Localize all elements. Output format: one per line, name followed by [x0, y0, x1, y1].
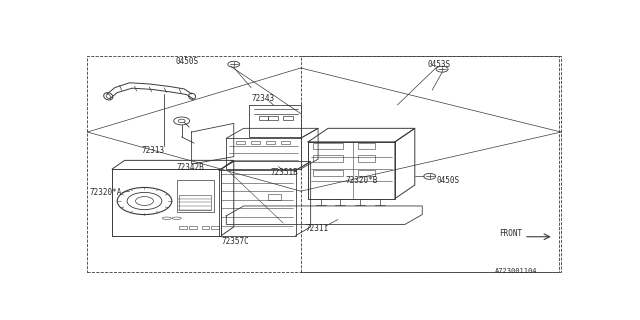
Text: 72320*B: 72320*B — [346, 176, 378, 185]
Bar — [266, 141, 275, 144]
Bar — [251, 141, 260, 144]
Bar — [211, 227, 219, 229]
Bar — [269, 194, 281, 200]
Text: FRONT: FRONT — [499, 228, 522, 237]
Text: 72357C: 72357C — [221, 237, 249, 246]
Text: 0453S: 0453S — [428, 60, 451, 69]
Text: 72351B: 72351B — [271, 168, 299, 177]
Bar — [313, 156, 343, 162]
Bar — [179, 227, 187, 229]
Bar — [88, 56, 561, 273]
Bar — [358, 143, 375, 149]
Bar — [269, 116, 278, 120]
Text: 0450S: 0450S — [436, 176, 460, 185]
Bar — [259, 116, 269, 120]
Text: A723001104: A723001104 — [495, 268, 538, 274]
Text: 72320*A: 72320*A — [90, 188, 122, 197]
Bar — [179, 195, 211, 210]
Bar — [284, 116, 293, 120]
Bar — [358, 170, 375, 176]
Bar — [177, 180, 214, 212]
Text: 72342B: 72342B — [177, 163, 204, 172]
Text: 72311: 72311 — [306, 224, 329, 233]
Bar — [202, 227, 209, 229]
Bar — [313, 170, 343, 176]
Bar — [236, 141, 245, 144]
Text: 72313: 72313 — [142, 146, 165, 155]
Text: 0450S: 0450S — [176, 57, 199, 66]
Bar — [281, 141, 290, 144]
Text: 72343: 72343 — [251, 94, 275, 103]
Bar — [313, 143, 343, 149]
Bar — [189, 227, 196, 229]
Bar — [301, 56, 559, 273]
Bar — [358, 156, 375, 162]
